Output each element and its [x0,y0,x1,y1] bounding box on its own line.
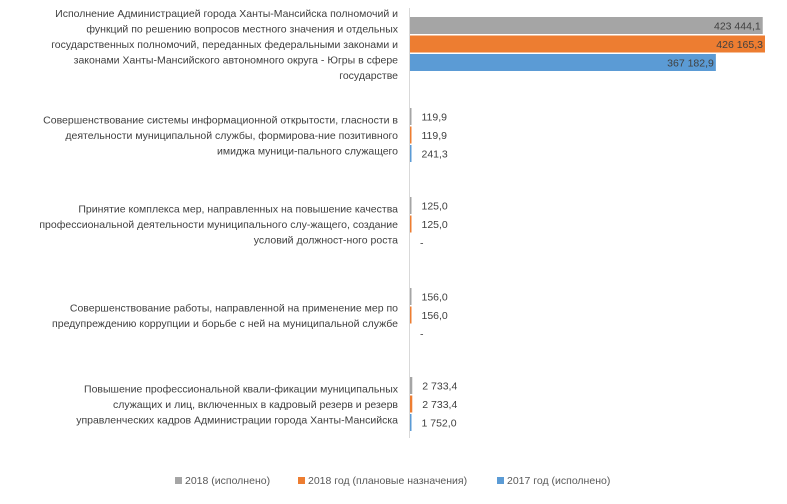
category-label: Повышение профессиональной квали-фикации… [76,384,399,427]
legend: 2018 (исполнено) 2018 год (плановые назна… [175,475,610,487]
category-label: Принятие комплекса мер, направленных на … [39,204,398,247]
category-label: Совершенствование работы, направленной н… [52,302,398,330]
data-label: 125,0 [422,201,448,213]
bar [410,197,412,214]
bars [410,17,765,431]
bar [410,306,412,324]
data-label: 426 165,3 [716,39,763,51]
data-label: 156,0 [422,292,448,304]
legend-swatch [175,477,182,484]
legend-label: 2018 (исполнено) [185,475,270,487]
legend-label: 2018 год (плановые назначения) [308,475,467,487]
bar [410,145,412,162]
bar [410,414,412,431]
bar [410,126,412,144]
data-label: 119,9 [422,112,448,124]
category-label: Исполнение Администрацией города Ханты-М… [51,8,399,82]
data-label: 367 182,9 [667,58,714,70]
data-label: 119,9 [422,130,448,142]
data-label: 2 733,4 [422,381,457,393]
data-label: 125,0 [422,219,448,231]
legend-swatch [497,477,504,484]
legend-label: 2017 год (исполнено) [507,475,610,487]
data-label: - [420,238,424,250]
data-label: 156,0 [422,310,448,322]
bar [410,288,412,305]
data-label: 241,3 [422,149,448,161]
category-label: Совершенствование системы информационной… [43,115,398,158]
bar [410,215,412,233]
data-label: 423 444,1 [714,21,761,33]
bar [410,377,413,394]
bar [410,17,763,34]
bar [410,35,765,53]
category-labels: Исполнение Администрацией города Ханты-М… [39,8,398,427]
bar [410,108,412,125]
bar [410,54,716,71]
data-label: 2 733,4 [422,399,457,411]
bar [410,395,413,413]
data-label: - [420,329,424,341]
legend-swatch [298,477,305,484]
data-label: 1 752,0 [422,418,457,430]
